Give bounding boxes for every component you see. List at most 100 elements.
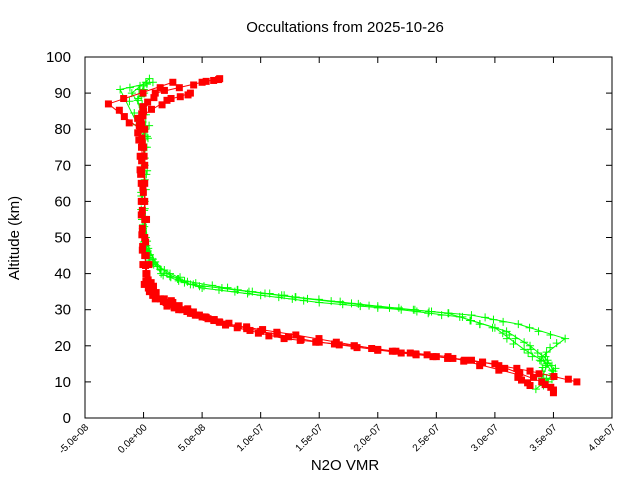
data-point (166, 269, 175, 278)
data-point (537, 352, 546, 361)
data-point (354, 299, 363, 308)
data-point (159, 271, 168, 280)
y-tick-label: 80 (54, 121, 71, 138)
data-point (189, 308, 197, 316)
y-tick-label: 60 (54, 193, 71, 210)
data-point (489, 315, 498, 324)
data-point (156, 84, 164, 92)
data-point (561, 334, 570, 343)
data-point (490, 323, 499, 332)
data-point (394, 303, 403, 312)
data-point (412, 307, 421, 316)
data-point (546, 330, 555, 339)
data-point (373, 302, 382, 311)
data-point (350, 342, 358, 350)
data-point (144, 284, 152, 292)
data-point (552, 339, 561, 348)
data-point (202, 77, 210, 85)
y-axis-label: Altitude (km) (6, 196, 23, 280)
data-point (167, 95, 175, 103)
x-tick-label: 2.5e-07 (411, 422, 443, 454)
data-point (291, 293, 300, 302)
data-point (134, 114, 142, 122)
data-point (142, 261, 150, 269)
data-point (518, 376, 526, 384)
data-point (424, 309, 433, 318)
data-point (273, 328, 281, 336)
data-point (495, 362, 503, 370)
data-point (137, 170, 145, 178)
data-point (167, 297, 175, 305)
data-point (149, 282, 157, 290)
data-point (141, 78, 150, 87)
data-point (147, 279, 155, 287)
data-point (138, 224, 146, 232)
data-point (533, 349, 542, 358)
data-point (141, 179, 149, 187)
data-point (170, 304, 178, 312)
data-point (191, 279, 200, 288)
data-point (495, 366, 503, 374)
series-line (137, 92, 577, 383)
data-point (534, 327, 543, 336)
data-point (524, 379, 532, 387)
data-point (444, 309, 453, 318)
data-point (160, 295, 168, 303)
data-point (163, 96, 171, 104)
data-point (475, 320, 484, 329)
data-point (160, 86, 168, 94)
data-point (233, 285, 242, 294)
data-point (138, 246, 146, 254)
data-point (513, 364, 521, 372)
data-point (259, 326, 267, 334)
data-point (538, 378, 546, 386)
data-point (143, 270, 151, 278)
data-point (547, 366, 556, 375)
data-point (538, 363, 547, 372)
data-point (175, 302, 183, 310)
data-point (265, 332, 273, 340)
data-point (166, 273, 175, 282)
y-tick-label: 10 (54, 374, 71, 391)
data-point (150, 94, 158, 102)
data-point (392, 347, 400, 355)
data-point (550, 372, 558, 380)
x-tick-label: 4.0e-07 (586, 422, 618, 454)
plot-frame (84, 56, 613, 419)
data-point (186, 89, 194, 97)
data-point (141, 125, 149, 133)
data-point (139, 243, 147, 251)
data-point (280, 335, 288, 343)
data-point (406, 349, 414, 357)
data-point (374, 345, 382, 353)
data-point (162, 298, 170, 306)
data-point (184, 305, 192, 313)
data-point (265, 289, 274, 298)
data-point (139, 103, 147, 111)
data-point (332, 338, 340, 346)
x-tick-label: 3.0e-07 (469, 422, 501, 454)
data-point (125, 119, 133, 127)
data-point (243, 323, 251, 331)
data-point (134, 85, 143, 94)
data-point (139, 184, 147, 192)
y-tick-label: 100 (46, 49, 71, 66)
data-point (147, 105, 155, 113)
data-point (163, 302, 171, 310)
data-point (136, 166, 144, 174)
x-axis-label: N2O VMR (311, 457, 380, 474)
data-point (543, 359, 552, 368)
x-tick-label: 3.5e-07 (528, 422, 560, 454)
data-point (144, 98, 152, 106)
data-point (509, 339, 518, 348)
data-point (208, 281, 217, 290)
data-point (137, 197, 145, 205)
data-point (202, 313, 210, 321)
data-point (138, 139, 146, 147)
x-tick-label: 1.5e-07 (294, 422, 326, 454)
y-tick-label: 50 (54, 230, 71, 247)
data-point (175, 84, 183, 92)
data-point (514, 371, 522, 379)
data-point (136, 81, 145, 90)
data-point (297, 335, 305, 343)
